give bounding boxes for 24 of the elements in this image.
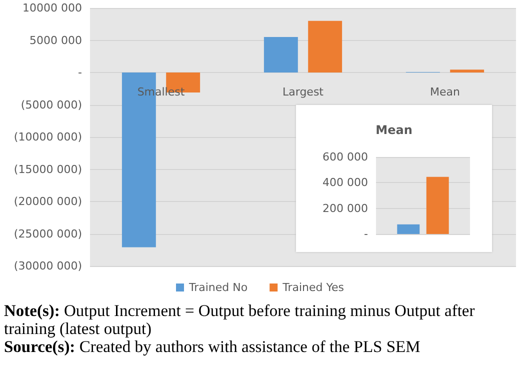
y-tick-label: (30000 000) <box>14 260 82 272</box>
y-tick-label: (20000 000) <box>14 195 82 208</box>
legend-label: Trained Yes <box>282 281 344 294</box>
y-tick-label: 200 000 <box>322 202 368 215</box>
x-tick-label: Mean <box>430 86 460 98</box>
legend-label: Trained No <box>188 281 248 294</box>
y-tick-label: 5000 000 <box>30 34 82 47</box>
x-tick-label: Smallest <box>137 86 186 98</box>
y-tick-label: (15000 000) <box>14 162 82 176</box>
y-tick-label: - <box>78 66 82 79</box>
y-tick-label: (5000 000) <box>20 98 82 112</box>
y-tick-label: (25000 000) <box>14 227 82 240</box>
y-tick-label: (10000 000) <box>14 130 82 144</box>
chart-title: Mean <box>376 123 412 137</box>
y-tick-label: 600 000 <box>322 150 368 164</box>
bar <box>264 37 298 72</box>
bar <box>450 70 484 72</box>
y-tick-label: 400 000 <box>322 176 368 190</box>
y-tick-label: 10000 000 <box>22 2 82 14</box>
text: Note(s): Output Increment = Output before training minus Output after training (latest output) <box>4 301 476 338</box>
bar <box>308 20 342 72</box>
y-tick-label: - <box>364 228 368 240</box>
x-tick-label: Largest <box>282 86 324 98</box>
source-note: Source(s): Created by authors with assistance of the PLS SEM <box>4 337 422 356</box>
